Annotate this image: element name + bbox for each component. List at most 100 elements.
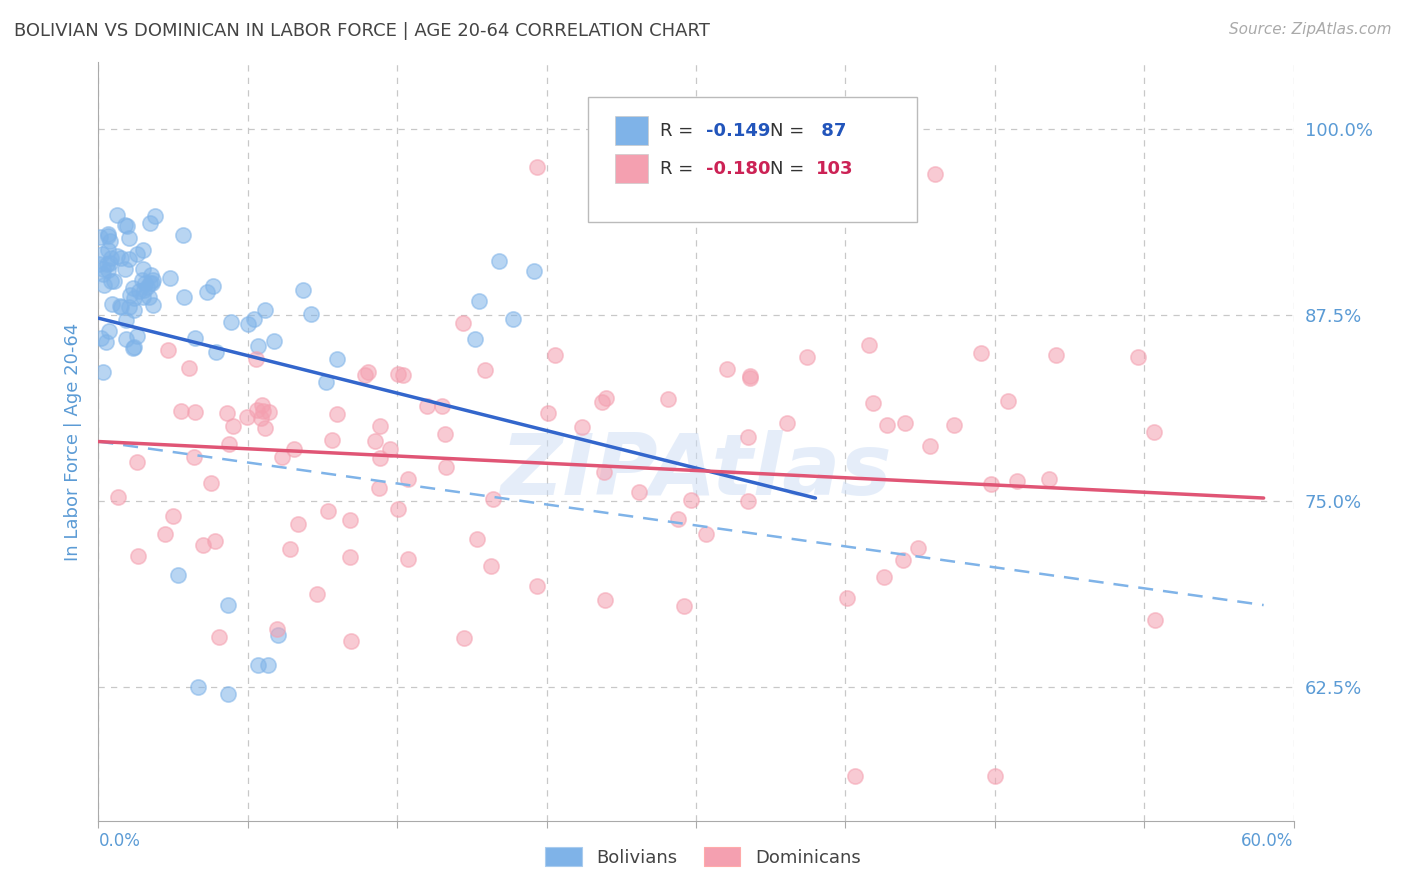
Point <box>218 437 240 451</box>
Point <box>434 460 457 475</box>
Point <box>131 290 153 304</box>
Point <box>139 216 162 230</box>
Point <box>114 218 136 232</box>
Point <box>246 657 269 672</box>
Point <box>416 399 439 413</box>
Point <box>94 334 117 349</box>
Point <box>738 368 761 383</box>
Point <box>195 285 218 299</box>
Point <box>591 395 613 409</box>
Point <box>246 403 269 417</box>
Point <box>391 368 413 382</box>
Point <box>221 316 243 330</box>
Point <box>173 290 195 304</box>
Point <box>479 559 502 574</box>
Point <box>202 279 225 293</box>
Point <box>245 352 267 367</box>
Point <box>115 313 138 327</box>
Point <box>143 209 166 223</box>
Bar <box>614 116 648 145</box>
Point <box>387 501 409 516</box>
Point <box>387 368 409 382</box>
Point <box>891 553 914 567</box>
Point <box>93 267 115 281</box>
FancyBboxPatch shape <box>589 96 917 222</box>
Point <box>118 301 141 315</box>
Text: 103: 103 <box>815 160 853 178</box>
Point <box>242 312 264 326</box>
Point <box>299 307 322 321</box>
Point <box>378 442 401 456</box>
Point <box>907 541 929 556</box>
Point <box>205 345 228 359</box>
Text: Source: ZipAtlas.com: Source: ZipAtlas.com <box>1229 22 1392 37</box>
Point <box>257 405 280 419</box>
Point <box>110 300 132 314</box>
Point <box>1038 472 1060 486</box>
Point <box>796 350 818 364</box>
Point <box>1143 613 1166 627</box>
Point <box>737 430 759 444</box>
Point <box>464 332 486 346</box>
Point <box>115 219 138 233</box>
Point <box>737 494 759 508</box>
Point <box>465 533 488 547</box>
Point <box>100 297 122 311</box>
Legend: Bolivians, Dominicans: Bolivians, Dominicans <box>538 840 868 874</box>
Point <box>191 538 214 552</box>
Point <box>357 365 380 379</box>
Point <box>267 628 290 642</box>
Point <box>862 396 884 410</box>
Point <box>125 247 148 261</box>
Point <box>125 329 148 343</box>
Point <box>167 568 190 582</box>
Point <box>98 256 121 270</box>
Point <box>672 599 695 614</box>
Point <box>894 416 917 430</box>
Point <box>90 330 112 344</box>
Point <box>679 492 702 507</box>
Point <box>396 552 419 566</box>
Point <box>1126 350 1149 364</box>
Point <box>89 230 111 244</box>
Point <box>970 346 993 360</box>
Text: BOLIVIAN VS DOMINICAN IN LABOR FORCE | AGE 20-64 CORRELATION CHART: BOLIVIAN VS DOMINICAN IN LABOR FORCE | A… <box>14 22 710 40</box>
Point <box>595 391 617 405</box>
Point <box>353 368 375 383</box>
Point <box>1005 475 1028 489</box>
Text: R =: R = <box>661 121 699 140</box>
Point <box>876 418 898 433</box>
Point <box>593 592 616 607</box>
Point <box>364 434 387 448</box>
Point <box>90 246 112 260</box>
Point <box>200 475 222 490</box>
Point <box>204 533 226 548</box>
Point <box>924 167 946 181</box>
Point <box>128 284 150 298</box>
Point <box>396 473 419 487</box>
Text: N =: N = <box>770 160 810 178</box>
Point <box>139 268 162 283</box>
Point <box>339 513 361 527</box>
Point <box>287 517 309 532</box>
Point <box>776 416 799 430</box>
Text: 60.0%: 60.0% <box>1241 831 1294 850</box>
Point <box>453 632 475 646</box>
Point <box>118 287 141 301</box>
Point <box>103 274 125 288</box>
Point <box>131 273 153 287</box>
Point <box>716 361 738 376</box>
Point <box>222 419 245 434</box>
Point <box>87 257 110 271</box>
Point <box>326 407 349 421</box>
Point <box>537 406 560 420</box>
Point <box>100 252 122 266</box>
Point <box>1045 349 1067 363</box>
Point <box>118 252 141 266</box>
Point <box>920 439 942 453</box>
Point <box>217 687 239 701</box>
Point <box>266 622 288 636</box>
Point <box>100 274 122 288</box>
Point <box>172 228 194 243</box>
Point <box>526 579 548 593</box>
